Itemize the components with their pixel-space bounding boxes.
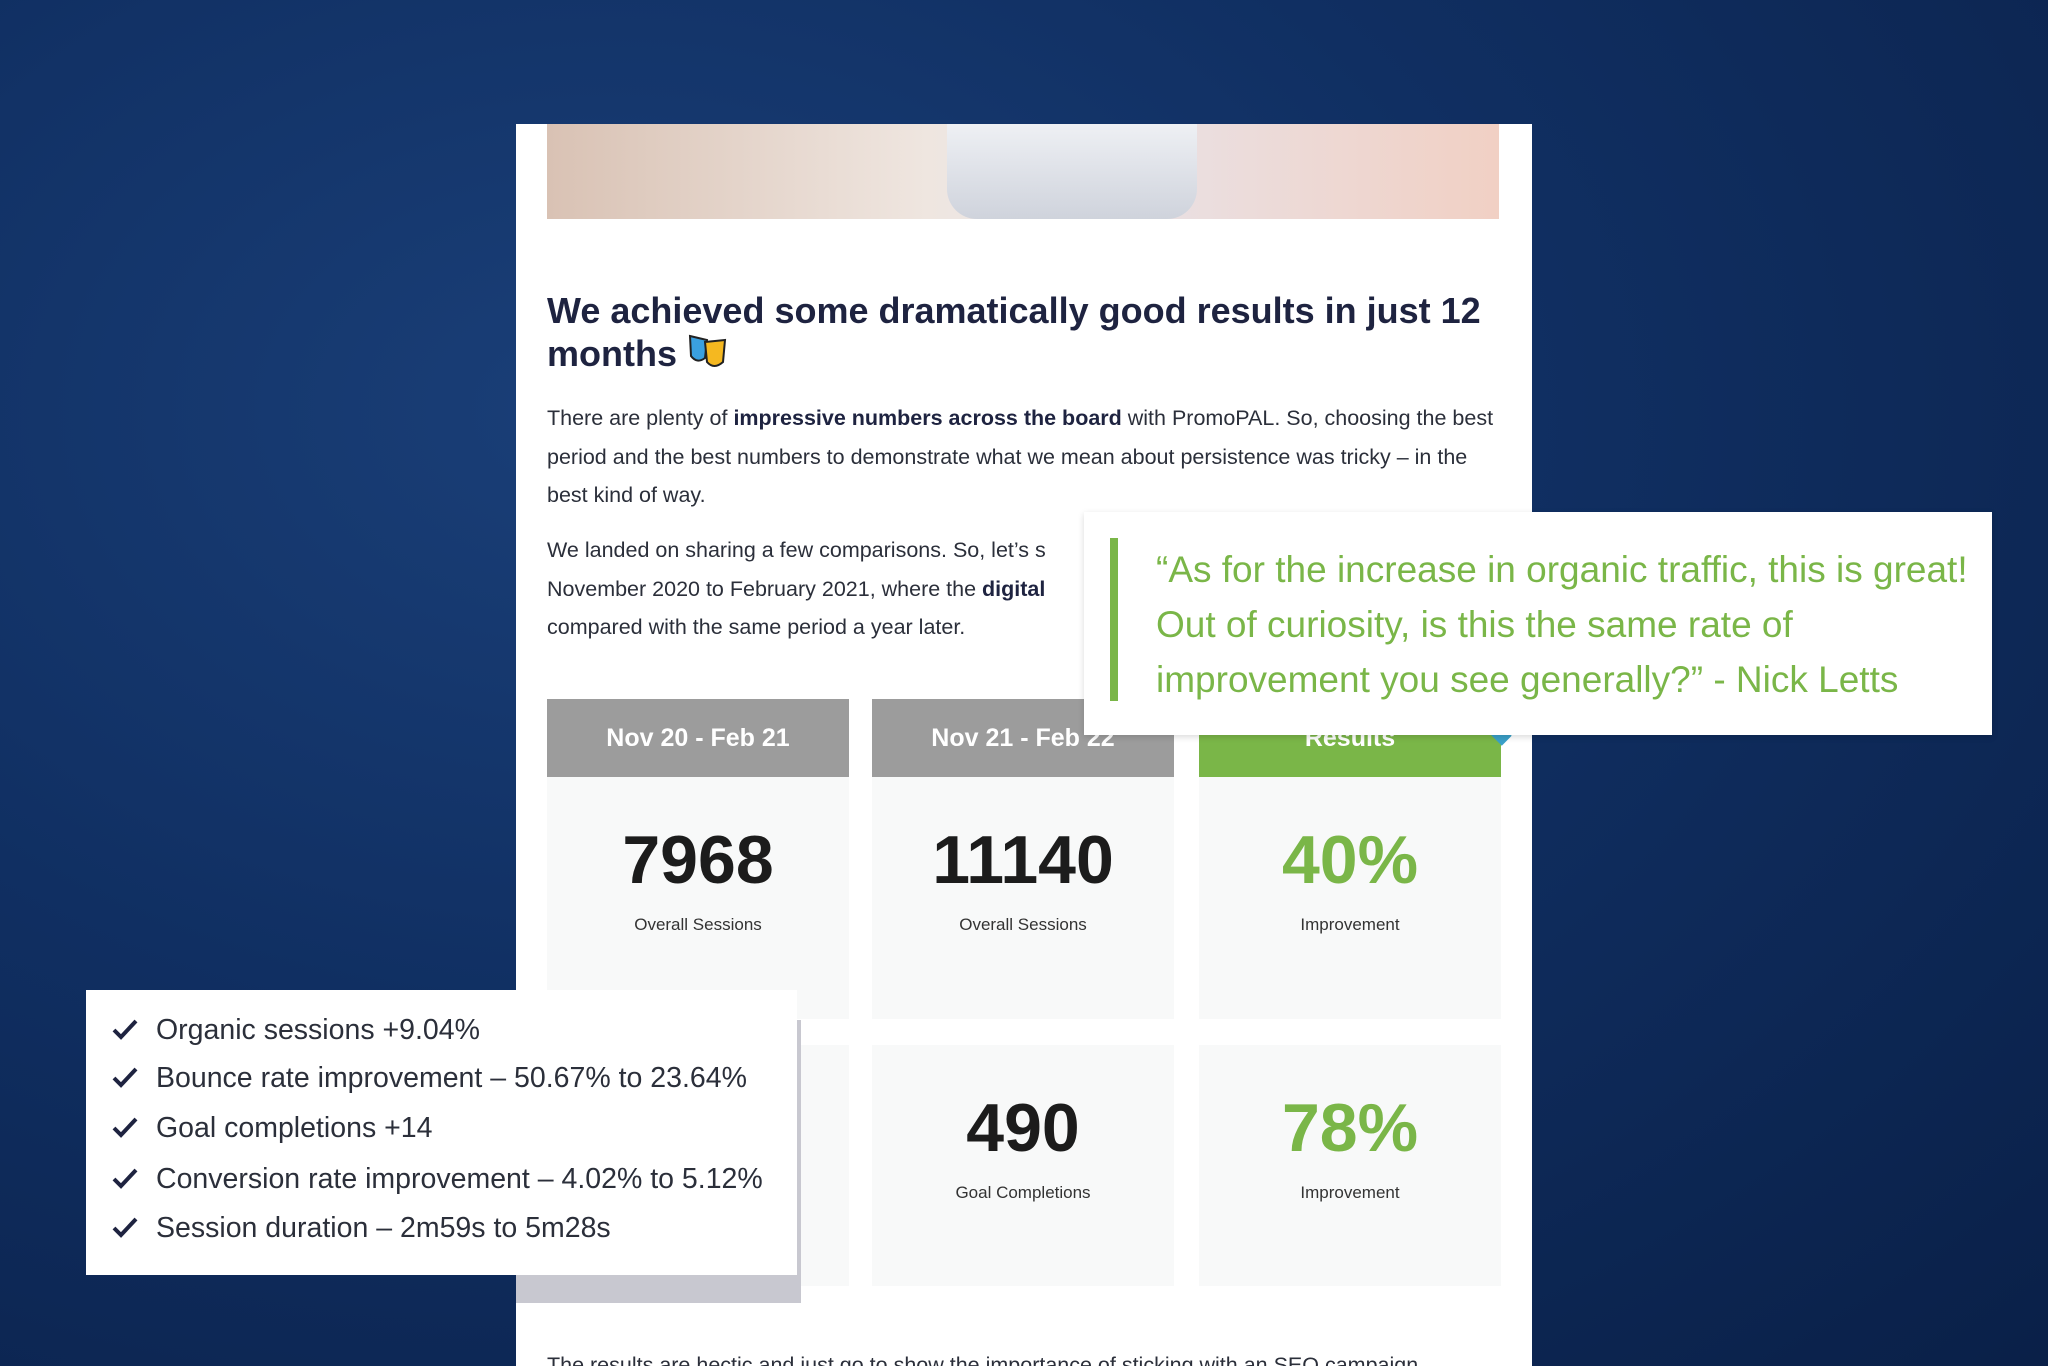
- stat-value: 490: [966, 1090, 1080, 1166]
- paragraph: There are plenty of impressive numbers a…: [547, 399, 1497, 515]
- check-item: Bounce rate improvement – 50.67% to 23.6…: [156, 1062, 747, 1094]
- check-icon: [112, 1019, 138, 1040]
- stat-label: Goal Completions: [955, 1183, 1091, 1202]
- text: compared with the same period a year lat…: [547, 615, 966, 639]
- stat-value: 7968: [622, 822, 774, 898]
- check-item: Organic sessions +9.04%: [156, 1014, 480, 1046]
- quote-box: “As for the increase in organic traffic,…: [1084, 512, 1992, 735]
- bold-text: digital: [982, 576, 1046, 601]
- checklist: Organic sessions +9.04% Bounce rate impro…: [86, 990, 797, 1275]
- quote-bar: [1110, 538, 1118, 701]
- check-icon: [112, 1067, 138, 1088]
- image-object: [947, 124, 1197, 219]
- stat-label: Improvement: [1300, 915, 1400, 934]
- text-line: We landed on sharing a few comparisons. …: [547, 531, 1497, 570]
- check-item: Conversion rate improvement – 4.02% to 5…: [156, 1163, 763, 1195]
- check-item: Session duration – 2m59s to 5m28s: [156, 1212, 611, 1244]
- check-icon: [112, 1168, 138, 1189]
- check-item: Goal completions +14: [156, 1112, 433, 1144]
- stat-label: Overall Sessions: [634, 915, 762, 934]
- stats-header: Nov 20 - Feb 21: [547, 699, 849, 777]
- text: We landed on sharing a few comparisons. …: [547, 538, 1046, 562]
- footer-paragraph: The results are hectic and just go to sh…: [547, 1353, 1419, 1366]
- check-icon: [112, 1117, 138, 1138]
- bold-text: impressive numbers across the board: [733, 406, 1122, 430]
- stat-label: Improvement: [1300, 1183, 1400, 1202]
- stat-value: 11140: [932, 822, 1114, 898]
- text-line: November 2020 to February 2021, where th…: [547, 570, 1497, 609]
- text: November 2020 to February 2021, where th…: [547, 576, 983, 601]
- stat-cell: 7968 Overall Sessions: [547, 777, 849, 1019]
- stat-value: 78%: [1281, 1090, 1419, 1166]
- text: There are plenty of: [547, 406, 734, 430]
- paragraph: We landed on sharing a few comparisons. …: [547, 531, 1497, 647]
- stat-cell: 40% Improvement: [1199, 777, 1501, 1019]
- stat-cell: 11140 Overall Sessions: [872, 777, 1174, 1019]
- masks-emoji: [688, 334, 727, 367]
- stat-cell: 78% Improvement: [1199, 1045, 1501, 1286]
- quote-text: “As for the increase in organic traffic,…: [1156, 549, 1968, 700]
- check-icon: [112, 1217, 138, 1238]
- text-line: compared with the same period a year lat…: [547, 608, 1497, 647]
- heading-text: We achieved some dramatically good resul…: [547, 290, 1481, 374]
- heading: We achieved some dramatically good resul…: [547, 289, 1507, 375]
- stat-value: 40%: [1281, 822, 1419, 898]
- text: with PromoPAL. So, choosing the best per…: [547, 406, 1494, 507]
- hero-image: [547, 124, 1499, 219]
- stat-label: Overall Sessions: [959, 915, 1087, 934]
- stat-cell: 490 Goal Completions: [872, 1045, 1174, 1286]
